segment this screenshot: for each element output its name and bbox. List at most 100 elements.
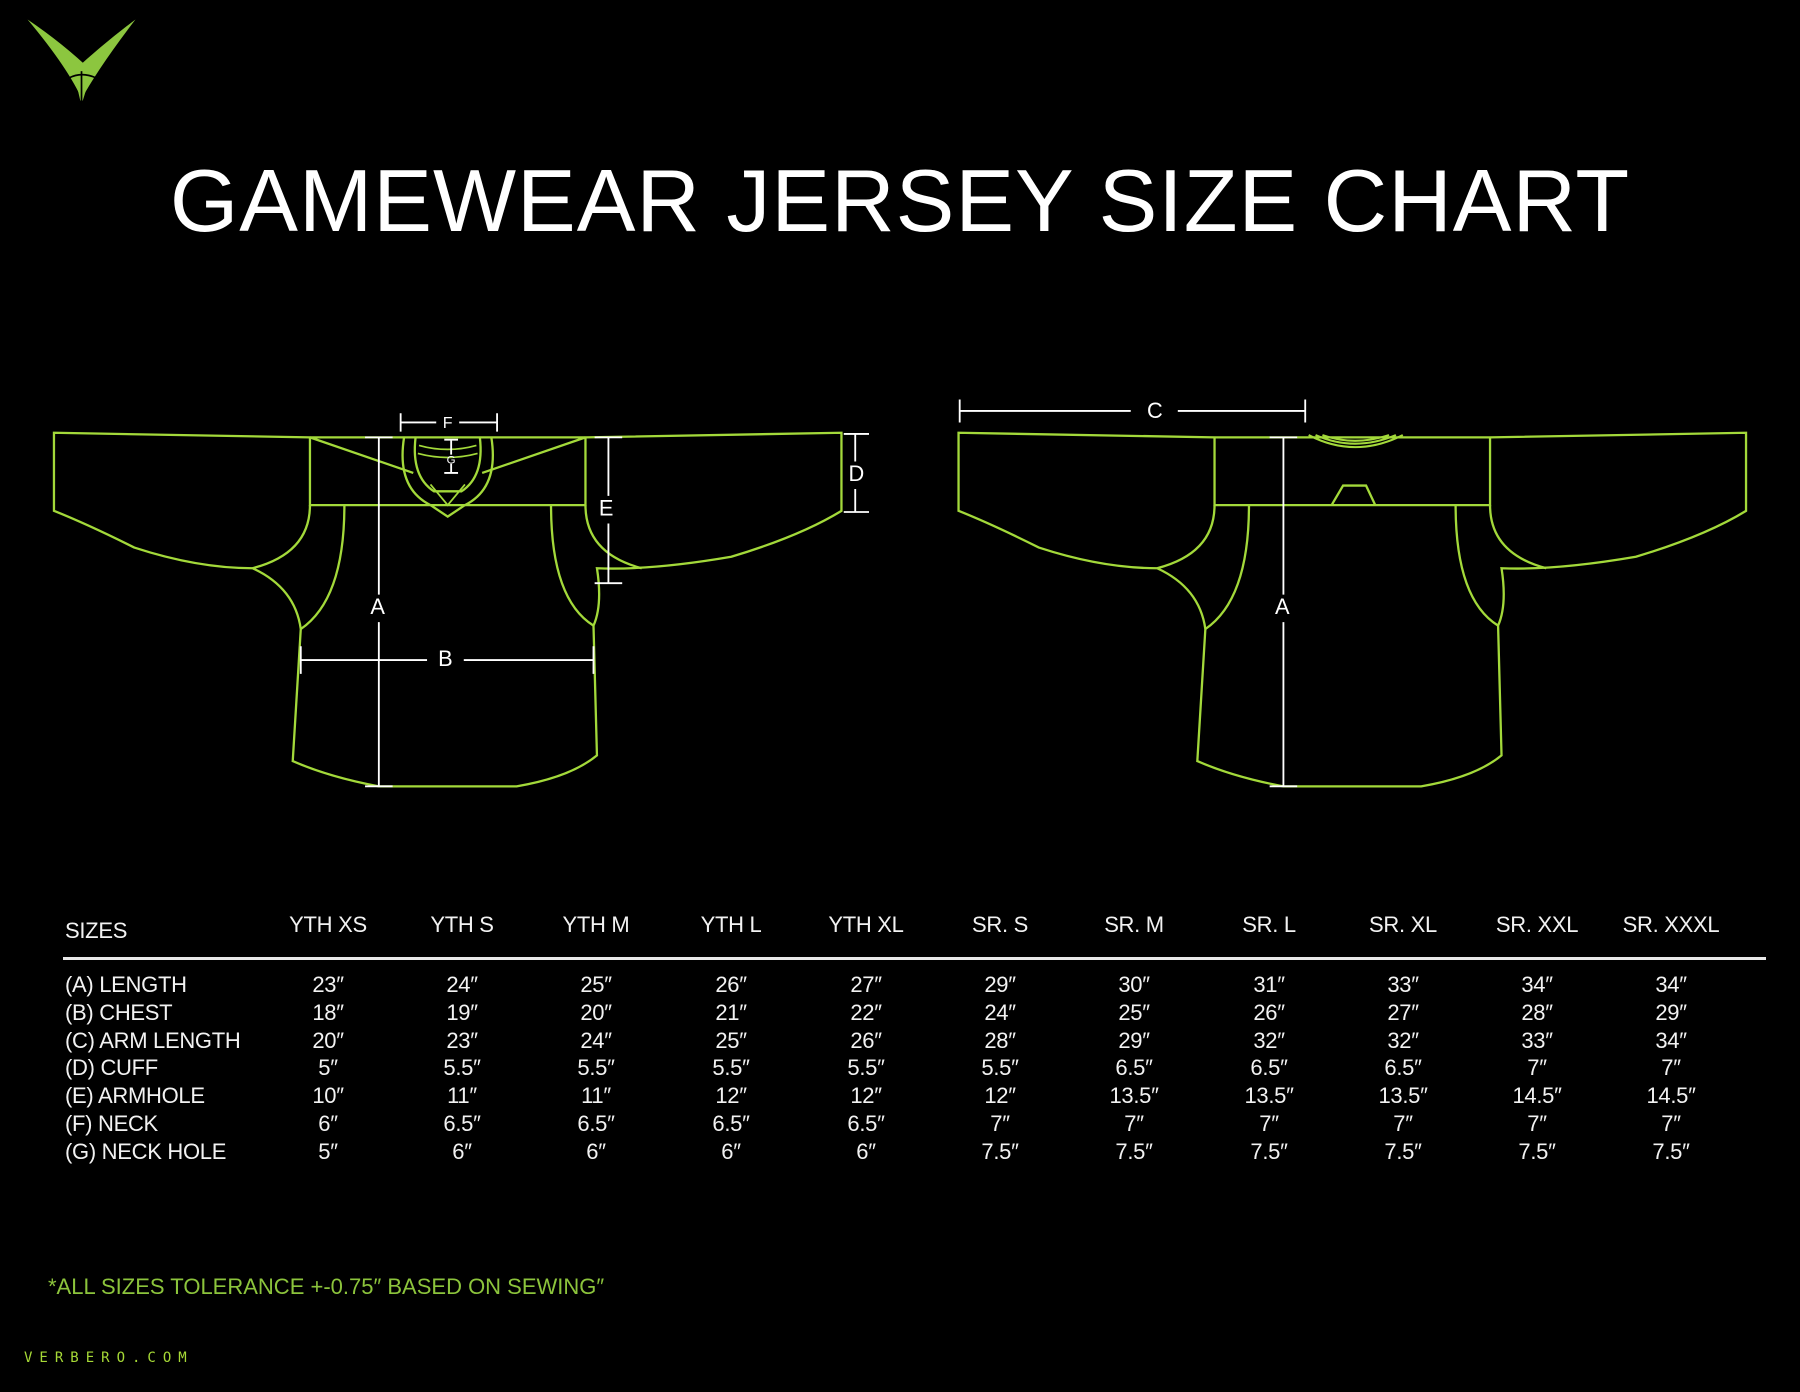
dim-label-f: F [443, 414, 453, 432]
table-cell: 12″ [850, 1083, 882, 1109]
back-jersey [957, 431, 1748, 788]
table-cell: 11″ [581, 1083, 611, 1109]
page-title: GAMEWEAR JERSEY SIZE CHART [169, 151, 1631, 250]
dim-label-c: C [1147, 398, 1163, 423]
column-header: SR. XXXL [1622, 912, 1720, 937]
table-cell: 7″ [1124, 1111, 1144, 1136]
column-header: YTH L [700, 912, 762, 937]
table-cell: 34″ [1521, 972, 1553, 997]
table-cell: 27″ [1387, 999, 1419, 1025]
table-cell: 5.5″ [847, 1055, 885, 1081]
column-header: YTH XS [289, 912, 367, 937]
dim-label-e: E [599, 495, 614, 520]
table-cell: 5.5″ [577, 1055, 615, 1081]
table-cell: 7.5″ [1115, 1138, 1153, 1164]
row-label: (D) CUFF [65, 1055, 158, 1081]
table-cell: 6″ [856, 1138, 876, 1164]
table-cell: 29″ [1118, 1027, 1150, 1053]
table-cell: 13.5″ [1109, 1083, 1159, 1109]
table-cell: 29″ [984, 972, 1016, 997]
table-cell: 7″ [1259, 1111, 1279, 1136]
table-cell: 18″ [312, 999, 344, 1025]
table-cell: 6.5″ [1115, 1055, 1153, 1081]
tolerance-footnote: *ALL SIZES TOLERANCE +-0.75″ BASED ON SE… [48, 1274, 605, 1299]
table-cell: 7.5″ [981, 1138, 1019, 1164]
table-cell: 20″ [312, 1027, 344, 1053]
row-label: (E) ARMHOLE [65, 1083, 205, 1109]
table-cell: 6″ [586, 1138, 606, 1164]
row-label: (F) NECK [65, 1111, 158, 1136]
row-label: (C) ARM LENGTH [65, 1027, 241, 1053]
table-cell: 34″ [1655, 1027, 1687, 1053]
row-label: (G) NECK HOLE [65, 1138, 227, 1164]
table-cell: 19″ [446, 999, 478, 1025]
table-cell: 7.5″ [1384, 1138, 1422, 1164]
dim-label-g: G [447, 454, 456, 466]
table-cell: 26″ [1253, 999, 1285, 1025]
table-cell: 6.5″ [577, 1111, 615, 1136]
table-cell: 33″ [1387, 972, 1419, 997]
table-cell: 7″ [1661, 1055, 1681, 1081]
table-cell: 26″ [850, 1027, 882, 1053]
sizes-header-label: SIZES [65, 918, 128, 943]
table-cell: 14.5″ [1512, 1083, 1562, 1109]
table-cell: 11″ [447, 1083, 477, 1109]
table-cell: 14.5″ [1646, 1083, 1696, 1109]
column-header: YTH S [430, 912, 494, 937]
table-cell: 6″ [452, 1138, 472, 1164]
table-cell: 29″ [1655, 999, 1687, 1025]
table-cell: 5.5″ [443, 1055, 481, 1081]
table-cell: 6.5″ [847, 1111, 885, 1136]
table-cell: 31″ [1253, 972, 1285, 997]
front-jersey [52, 431, 843, 788]
table-cell: 6.5″ [443, 1111, 481, 1136]
table-cell: 28″ [984, 1027, 1016, 1053]
table-cell: 12″ [715, 1083, 747, 1109]
column-header: SR. XL [1369, 912, 1437, 937]
table-cell: 34″ [1655, 972, 1687, 997]
dimension-lines [299, 399, 1307, 788]
table-cell: 5.5″ [981, 1055, 1019, 1081]
table-cell: 33″ [1521, 1027, 1553, 1053]
table-cell: 7″ [1527, 1111, 1547, 1136]
table-cell: 13.5″ [1378, 1083, 1428, 1109]
table-cell: 7″ [990, 1111, 1010, 1136]
table-cell: 7.5″ [1652, 1138, 1690, 1164]
table-cell: 26″ [715, 972, 747, 997]
dim-label-a-front: A [370, 594, 385, 619]
table-cell: 27″ [850, 972, 882, 997]
column-header: SR. L [1242, 912, 1296, 937]
table-cell: 20″ [580, 999, 612, 1025]
dim-label-b: B [438, 646, 453, 671]
table-cell: 6″ [721, 1138, 741, 1164]
table-cell: 6.5″ [712, 1111, 750, 1136]
column-header: YTH XL [828, 912, 904, 937]
table-cell: 7″ [1527, 1055, 1547, 1081]
table-cell: 25″ [715, 1027, 747, 1053]
table-cell: 6.5″ [1250, 1055, 1288, 1081]
table-cell: 5″ [318, 1055, 338, 1081]
column-header: SR. M [1104, 912, 1164, 937]
table-cell: 12″ [984, 1083, 1016, 1109]
column-header: SR. S [972, 912, 1028, 937]
table-cell: 30″ [1118, 972, 1150, 997]
table-cell: 28″ [1521, 999, 1553, 1025]
dim-label-d: D [849, 461, 865, 486]
table-cell: 24″ [984, 999, 1016, 1025]
table-cell: 7.5″ [1518, 1138, 1556, 1164]
table-cell: 21″ [715, 999, 747, 1025]
column-header: YTH M [562, 912, 630, 937]
table-cell: 7.5″ [1250, 1138, 1288, 1164]
table-cell: 7″ [1393, 1111, 1413, 1136]
table-cell: 5.5″ [712, 1055, 750, 1081]
table-cell: 6.5″ [1384, 1055, 1422, 1081]
verbero-logo [27, 19, 136, 102]
website-link[interactable]: VERBERO.COM [24, 1350, 194, 1366]
table-cell: 24″ [446, 972, 478, 997]
row-label: (A) LENGTH [65, 972, 187, 997]
table-cell: 23″ [446, 1027, 478, 1053]
row-label: (B) CHEST [65, 999, 173, 1025]
table-cell: 7″ [1661, 1111, 1681, 1136]
column-header: SR. XXL [1495, 912, 1579, 937]
